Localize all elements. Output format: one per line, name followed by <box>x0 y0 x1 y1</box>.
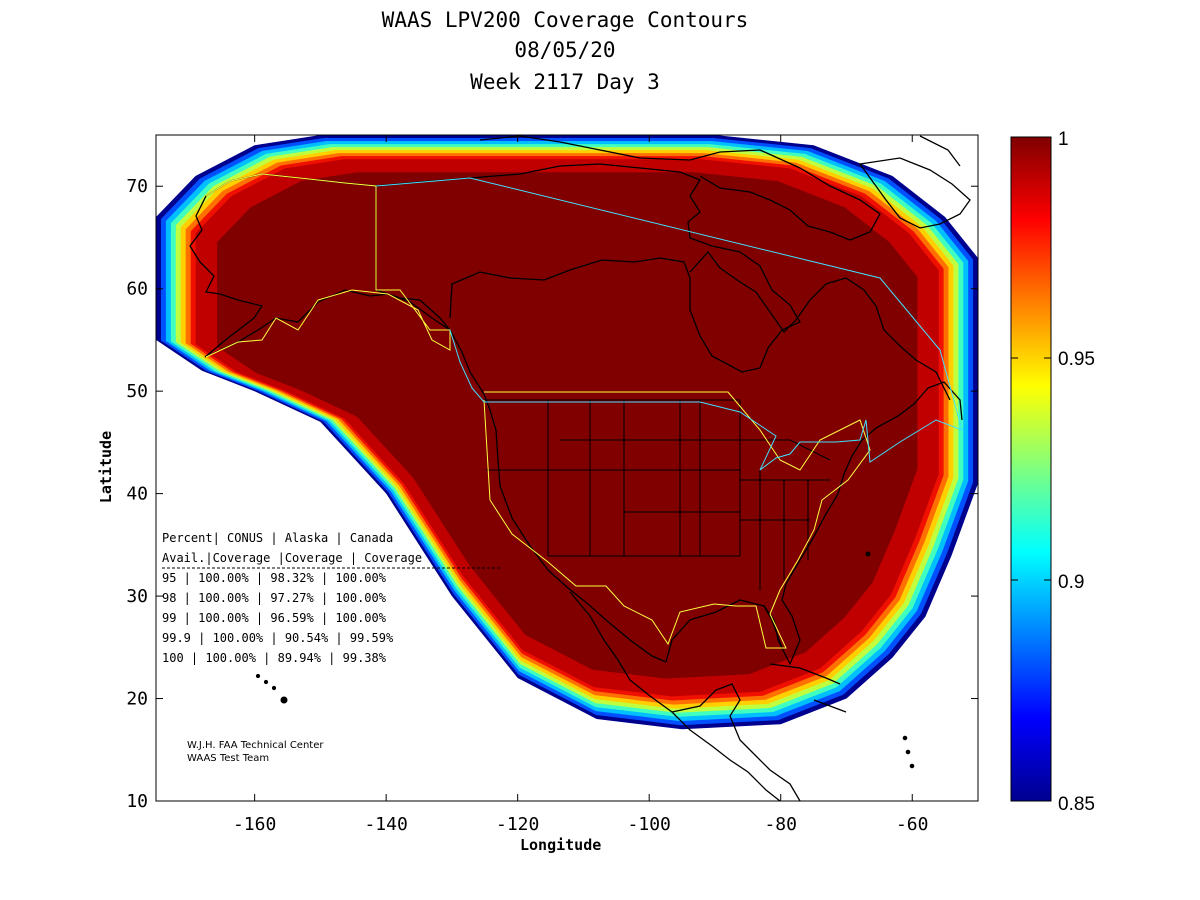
x-tick-label: -120 <box>496 814 539 835</box>
fir-boundaries <box>205 173 963 649</box>
y-tick-label: 30 <box>126 586 148 607</box>
coverage-contour-band <box>217 172 918 679</box>
y-tick-label: 20 <box>126 689 148 710</box>
coastlines <box>189 135 971 801</box>
stats-table-row: 95 | 100.00% | 98.32% | 100.00% <box>162 571 387 585</box>
stats-table-row: 99.9 | 100.00% | 90.54% | 99.59% <box>162 631 394 645</box>
credit-block: W.J.H. FAA Technical Center WAAS Test Te… <box>187 740 324 764</box>
x-axis-label: Longitude <box>520 836 602 854</box>
stats-table: Percent| CONUS | Alaska | Canada Avail.|… <box>162 531 500 665</box>
axis-ticks: -160 -140 -120 -100 -80 -60 10 20 30 40 50 60 70 <box>126 135 978 835</box>
chart-date: 08/05/20 <box>514 38 616 62</box>
credit-line-1: W.J.H. FAA Technical Center <box>187 740 324 751</box>
stats-table-header-1: Percent| CONUS | Alaska | Canada <box>162 531 393 545</box>
y-tick-label: 50 <box>126 381 148 402</box>
y-tick-label: 10 <box>126 791 148 812</box>
stats-table-row: 99 | 100.00% | 96.59% | 100.00% <box>162 611 387 625</box>
plot-frame <box>155 134 979 802</box>
state-borders <box>484 399 831 590</box>
colorbar-label: 0.9 <box>1058 572 1085 593</box>
colorbar-ticks <box>1011 136 1051 802</box>
credit-line-2: WAAS Test Team <box>187 753 269 764</box>
x-tick-label: -160 <box>233 814 276 835</box>
islands <box>255 551 915 769</box>
x-tick-label: -100 <box>628 814 671 835</box>
plot-area <box>156 135 978 801</box>
colorbar-label: 0.95 <box>1058 349 1095 370</box>
x-tick-label: -80 <box>764 814 797 835</box>
colorbar <box>1010 136 1052 802</box>
stats-table-header-2: Avail.|Coverage |Coverage | Coverage <box>162 551 422 565</box>
y-tick-label: 70 <box>126 176 148 197</box>
y-axis-label: Latitude <box>97 430 116 504</box>
y-tick-label: 60 <box>126 279 148 300</box>
colorbar-label-bottom: 0.85 <box>1058 794 1095 815</box>
chart-title: WAAS LPV200 Coverage Contours <box>381 8 749 32</box>
stats-table-row: 100 | 100.00% | 89.94% | 99.38% <box>162 651 387 665</box>
x-tick-label: -140 <box>364 814 407 835</box>
colorbar-label-top: 1 <box>1058 129 1069 150</box>
chart-week-day: Week 2117 Day 3 <box>470 70 660 94</box>
x-tick-label: -60 <box>896 814 929 835</box>
y-tick-label: 40 <box>126 484 148 505</box>
stats-table-row: 98 | 100.00% | 97.27% | 100.00% <box>162 591 387 605</box>
